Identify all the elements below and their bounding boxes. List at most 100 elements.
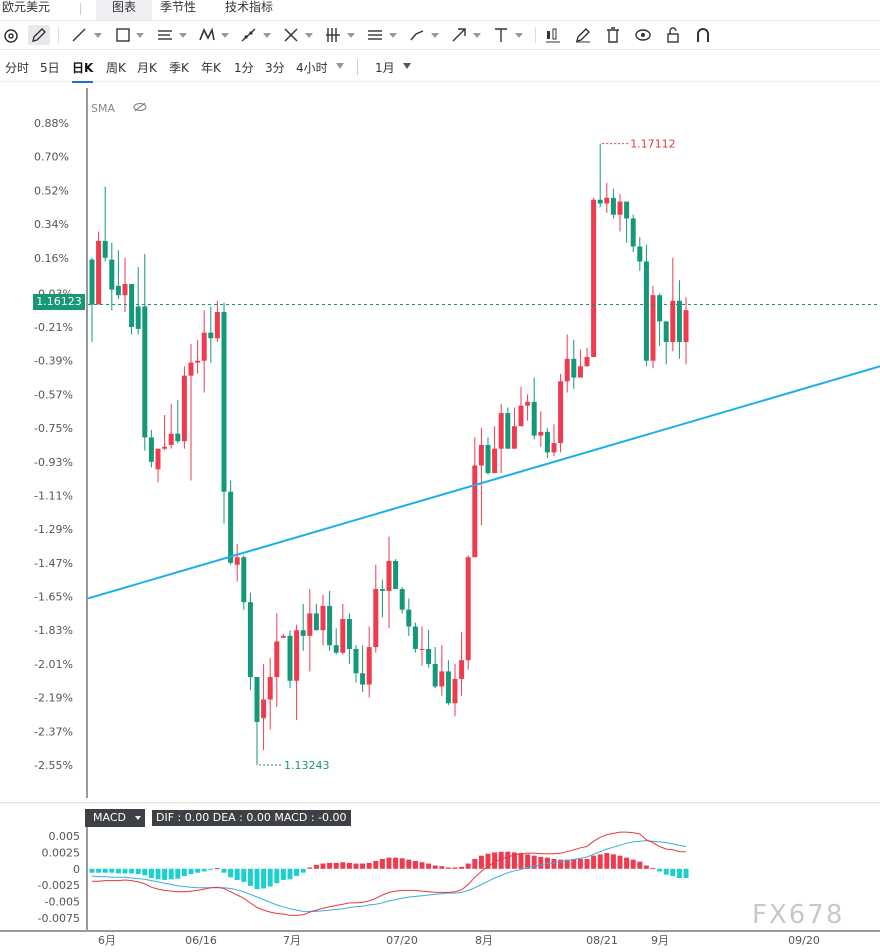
- period-1min[interactable]: 1分: [234, 61, 254, 75]
- cursor-arrow-icon[interactable]: [448, 25, 470, 45]
- candle: [538, 411, 544, 447]
- candle: [531, 377, 537, 440]
- candle-body: [300, 630, 306, 636]
- period-weekly[interactable]: 周K: [106, 61, 126, 75]
- text-icon[interactable]: [490, 25, 512, 45]
- chevron-down-icon[interactable]: [263, 33, 271, 38]
- macd-bar: [261, 868, 267, 889]
- candle: [525, 394, 531, 421]
- chevron-down-icon[interactable]: [347, 33, 355, 38]
- candle: [307, 589, 313, 672]
- macd-indicator-badge[interactable]: MACD: [85, 809, 145, 827]
- trash-icon[interactable]: [602, 25, 624, 45]
- candle-body: [366, 647, 372, 685]
- fib-icon[interactable]: [280, 25, 302, 45]
- magnet-icon[interactable]: [0, 25, 22, 45]
- chevron-down-icon[interactable]: [336, 63, 344, 69]
- arrow-brush-icon[interactable]: [406, 25, 428, 45]
- period-1month[interactable]: 1月: [375, 61, 395, 75]
- candle: [373, 564, 379, 653]
- eye-icon[interactable]: [632, 25, 654, 45]
- lines-icon[interactable]: [364, 25, 386, 45]
- chevron-down-icon[interactable]: [136, 33, 144, 38]
- chevron-down-icon[interactable]: [473, 33, 481, 38]
- macd-bar: [406, 859, 412, 869]
- tab-symbol[interactable]: 欧元美元: [2, 0, 51, 14]
- candle-body: [221, 312, 227, 492]
- chevron-down-icon[interactable]: [135, 816, 141, 820]
- period-timeshare[interactable]: 分时: [5, 61, 30, 75]
- macd-bar: [432, 865, 438, 869]
- chevron-down-icon[interactable]: [179, 33, 187, 38]
- candle: [610, 188, 616, 219]
- macd-bar: [360, 863, 366, 869]
- candle: [115, 250, 121, 299]
- candle: [445, 660, 451, 706]
- channel-icon[interactable]: [322, 25, 344, 45]
- chevron-down-icon[interactable]: [403, 63, 411, 69]
- candle-body: [630, 218, 636, 247]
- candle-body: [670, 300, 676, 342]
- line-icon[interactable]: [68, 25, 90, 45]
- candle: [313, 604, 319, 631]
- candle-body: [228, 491, 234, 563]
- tab-seasonality[interactable]: 季节性: [160, 0, 197, 14]
- macd-bar: [89, 868, 95, 873]
- macd-bar: [551, 858, 557, 869]
- ray-icon[interactable]: [238, 25, 260, 45]
- macd-bar: [399, 858, 405, 869]
- candle-body: [564, 358, 570, 382]
- macd-bar: [617, 855, 623, 869]
- candle: [300, 604, 306, 651]
- period-monthly[interactable]: 月K: [137, 61, 157, 75]
- candle-body: [373, 589, 379, 648]
- period-yearly[interactable]: 年K: [201, 61, 221, 75]
- candle-body: [637, 246, 643, 262]
- candle-body: [393, 560, 399, 590]
- tab-technical-indicators[interactable]: 技术指标: [225, 0, 274, 14]
- candle: [584, 347, 590, 367]
- macd-bar: [445, 867, 451, 869]
- lock-icon[interactable]: [662, 25, 684, 45]
- chevron-down-icon[interactable]: [431, 33, 439, 38]
- macd-bar: [327, 862, 333, 869]
- period-quarterly[interactable]: 季K: [169, 61, 189, 75]
- candle-body: [571, 358, 577, 378]
- candle-settings-icon[interactable]: [542, 25, 564, 45]
- y-axis-labels: 0.88%0.70%0.52%0.34%0.16%-0.03%-0.21%-0.…: [34, 117, 73, 772]
- period-daily[interactable]: 日K: [72, 59, 94, 83]
- pattern-icon[interactable]: [196, 25, 218, 45]
- candle: [452, 663, 458, 717]
- tab-chart[interactable]: 图表: [96, 0, 153, 20]
- pen-icon[interactable]: [28, 25, 50, 45]
- candle: [353, 645, 359, 683]
- chevron-down-icon[interactable]: [515, 33, 523, 38]
- magnet-u-icon[interactable]: [692, 25, 714, 45]
- candle-body: [287, 635, 293, 681]
- macd-bar: [386, 857, 392, 869]
- period-4hour[interactable]: 4小时: [296, 61, 328, 75]
- period-5day[interactable]: 5日: [40, 61, 60, 75]
- rect-icon[interactable]: [112, 25, 134, 45]
- period-3min[interactable]: 3分: [265, 61, 285, 75]
- candle-body: [247, 602, 253, 678]
- chevron-down-icon[interactable]: [305, 33, 313, 38]
- candle: [657, 293, 663, 346]
- candlestick-chart[interactable]: 0.88%0.70%0.52%0.34%0.16%-0.03%-0.21%-0.…: [0, 82, 880, 802]
- x-tick-label: 9月: [651, 934, 669, 947]
- macd-chart[interactable]: 0.005 0.0025 0 -0.0025 -0.005 -0.0075 6月 06/16…: [0, 802, 880, 952]
- macd-bar: [373, 860, 379, 869]
- watermark: FX678: [752, 900, 845, 930]
- candle-body: [102, 240, 108, 258]
- chevron-down-icon[interactable]: [94, 33, 102, 38]
- eye-hidden-icon[interactable]: [133, 102, 147, 115]
- macd-y-tick-label: -0.005: [45, 896, 80, 909]
- chevron-down-icon[interactable]: [389, 33, 397, 38]
- candle: [683, 297, 689, 365]
- trendline[interactable]: [87, 365, 880, 600]
- edit-icon[interactable]: [572, 25, 594, 45]
- parallel-lines-icon[interactable]: [154, 25, 176, 45]
- candle: [643, 244, 649, 367]
- candle-body: [551, 443, 557, 453]
- chevron-down-icon[interactable]: [221, 33, 229, 38]
